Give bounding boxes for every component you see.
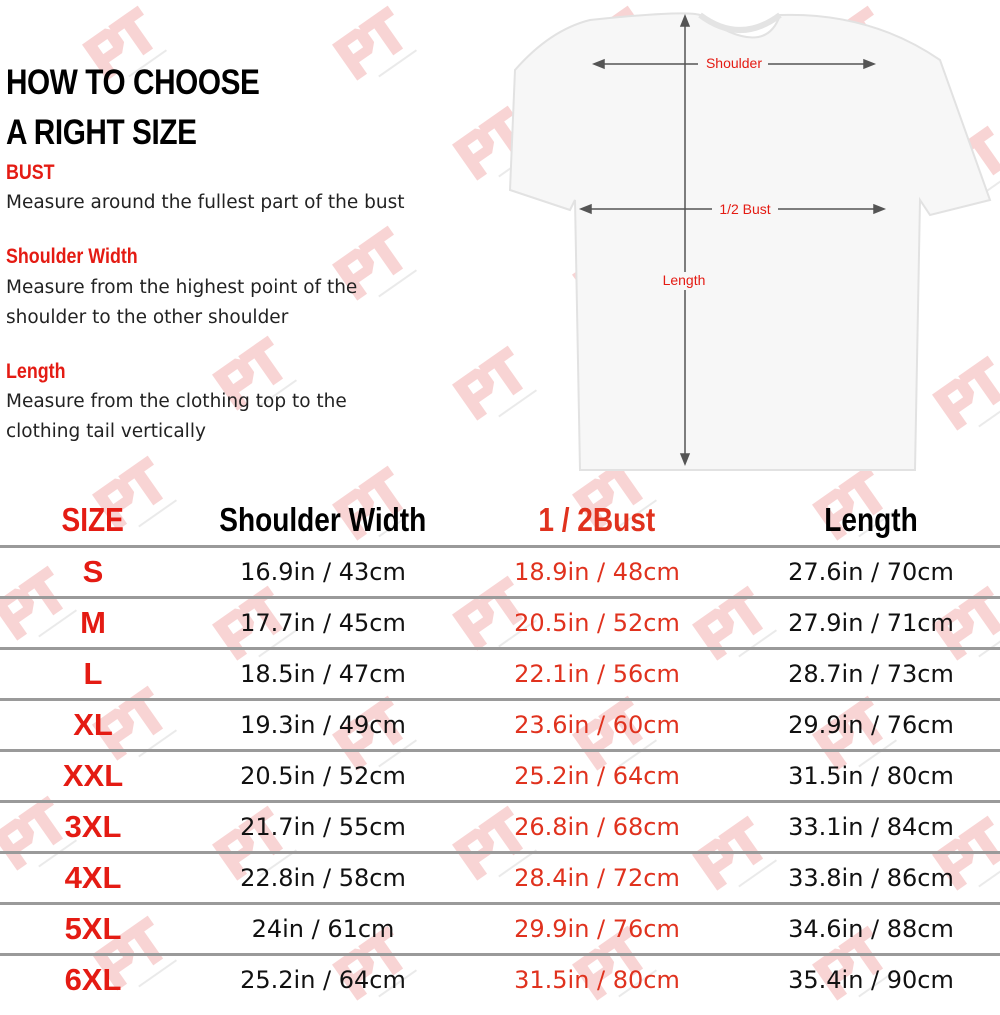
- shoulder-desc-2: shoulder to the other shoulder: [6, 307, 289, 328]
- size-table-body: S 16.9in / 43cm 18.9in / 48cm 27.6in / 70cm…: [0, 545, 1000, 1004]
- tshirt-collar: [698, 12, 782, 33]
- table-row: 4XL 22.8in / 58cm 28.4in / 72cm 33.8in / 86…: [0, 851, 1000, 904]
- guide-title-line1: HOW TO CHOOSE: [6, 63, 260, 102]
- bust-cell: 26.8in / 68cm: [460, 800, 734, 853]
- size-cell: M: [0, 596, 186, 649]
- size-cell: 6XL: [0, 953, 186, 1004]
- shoulder-label: Shoulder: [706, 55, 762, 71]
- bust-heading: BUST: [6, 161, 55, 184]
- shoulder-heading: Shoulder Width: [6, 245, 138, 268]
- shoulder-cell: 21.7in / 55cm: [186, 800, 460, 853]
- length-cell: 35.4in / 90cm: [734, 953, 1000, 1004]
- bust-cell: 31.5in / 80cm: [460, 953, 734, 1004]
- table-row: S 16.9in / 43cm 18.9in / 48cm 27.6in / 70cm: [0, 545, 1000, 598]
- shoulder-cell: 24in / 61cm: [186, 902, 460, 955]
- table-row: L 18.5in / 47cm 22.1in / 56cm 28.7in / 73cm: [0, 647, 1000, 700]
- length-cell: 33.8in / 86cm: [734, 851, 1000, 904]
- length-heading: Length: [6, 360, 66, 383]
- length-cell: 31.5in / 80cm: [734, 749, 1000, 802]
- table-header-row: SIZE Shoulder Width 1 / 2Bust Length: [0, 495, 1000, 547]
- size-cell: 5XL: [0, 902, 186, 955]
- size-table: SIZE Shoulder Width 1 / 2Bust Length S 16…: [0, 495, 1000, 1004]
- shoulder-cell: 18.5in / 47cm: [186, 647, 460, 700]
- shoulder-cell: 17.7in / 45cm: [186, 596, 460, 649]
- shoulder-cell: 16.9in / 43cm: [186, 545, 460, 598]
- bust-cell: 23.6in / 60cm: [460, 698, 734, 751]
- table-row: XL 19.3in / 49cm 23.6in / 60cm 29.9in / 76c…: [0, 698, 1000, 751]
- size-cell: 4XL: [0, 851, 186, 904]
- size-cell: S: [0, 545, 186, 598]
- length-label: Length: [663, 272, 706, 288]
- bust-cell: 22.1in / 56cm: [460, 647, 734, 700]
- tshirt-diagram: Shoulder 1/2 Bust Length: [508, 12, 992, 471]
- header-length: Length: [824, 501, 918, 538]
- length-desc-2: clothing tail vertically: [6, 421, 206, 442]
- watermark-logo-icon: [320, 0, 430, 95]
- header-length-cell: Length: [734, 495, 1000, 547]
- length-cell: 34.6in / 88cm: [734, 902, 1000, 955]
- bust-cell: 25.2in / 64cm: [460, 749, 734, 802]
- length-cell: 27.6in / 70cm: [734, 545, 1000, 598]
- size-cell: XL: [0, 698, 186, 751]
- header-size-cell: SIZE: [0, 495, 186, 547]
- header-shoulder-cell: Shoulder Width: [186, 495, 460, 547]
- length-desc-1: Measure from the clothing top to the: [6, 391, 347, 412]
- bust-desc: Measure around the fullest part of the b…: [6, 192, 405, 213]
- header-shoulder: Shoulder Width: [219, 501, 427, 538]
- tshirt-shape: [508, 12, 992, 471]
- length-cell: 33.1in / 84cm: [734, 800, 1000, 853]
- table-row: M 17.7in / 45cm 20.5in / 52cm 27.9in / 71cm: [0, 596, 1000, 649]
- size-cell: L: [0, 647, 186, 700]
- guide-title-line2: A RIGHT SIZE: [6, 113, 197, 152]
- table-row: 3XL 21.7in / 55cm 26.8in / 68cm 33.1in / 84…: [0, 800, 1000, 853]
- length-cell: 28.7in / 73cm: [734, 647, 1000, 700]
- bust-cell: 20.5in / 52cm: [460, 596, 734, 649]
- length-cell: 27.9in / 71cm: [734, 596, 1000, 649]
- table-row: 6XL 25.2in / 64cm 31.5in / 80cm 35.4in / 90…: [0, 953, 1000, 1004]
- table-row: XXL 20.5in / 52cm 25.2in / 64cm 31.5in / 80…: [0, 749, 1000, 802]
- length-cell: 29.9in / 76cm: [734, 698, 1000, 751]
- shoulder-cell: 25.2in / 64cm: [186, 953, 460, 1004]
- header-bust: 1 / 2Bust: [538, 501, 656, 538]
- bust-cell: 18.9in / 48cm: [460, 545, 734, 598]
- header-size: SIZE: [61, 501, 125, 538]
- shoulder-desc-1: Measure from the highest point of the: [6, 277, 358, 298]
- header-bust-cell: 1 / 2Bust: [460, 495, 734, 547]
- bust-label: 1/2 Bust: [719, 201, 770, 217]
- bust-cell: 29.9in / 76cm: [460, 902, 734, 955]
- shoulder-cell: 22.8in / 58cm: [186, 851, 460, 904]
- bust-cell: 28.4in / 72cm: [460, 851, 734, 904]
- shoulder-cell: 19.3in / 49cm: [186, 698, 460, 751]
- table-row: 5XL 24in / 61cm 29.9in / 76cm 34.6in / 88cm: [0, 902, 1000, 955]
- shoulder-cell: 20.5in / 52cm: [186, 749, 460, 802]
- size-cell: XXL: [0, 749, 186, 802]
- size-cell: 3XL: [0, 800, 186, 853]
